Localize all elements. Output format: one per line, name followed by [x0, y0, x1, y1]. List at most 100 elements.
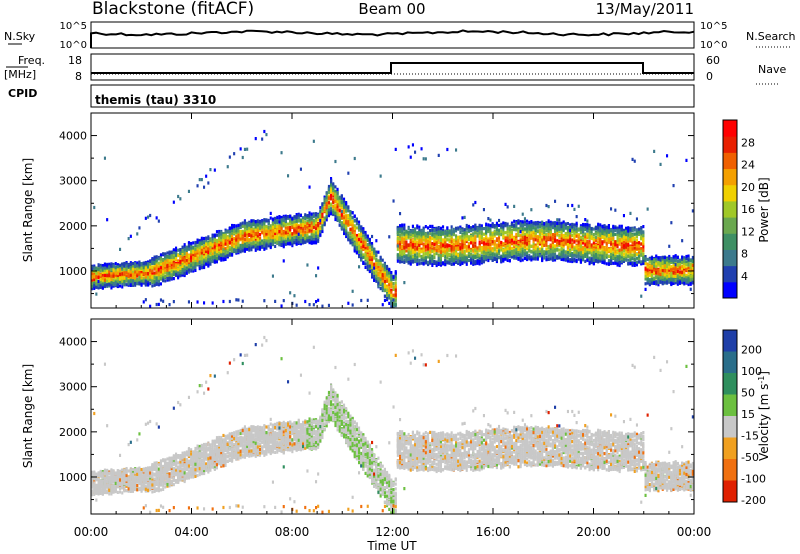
power-scatter-cell	[144, 216, 147, 220]
power-cell	[187, 247, 190, 251]
power-cell	[336, 187, 339, 191]
power-cell	[278, 242, 281, 246]
power-cell	[254, 235, 257, 239]
power-cell	[388, 283, 391, 287]
power-cell	[271, 239, 274, 243]
power-cell	[147, 272, 150, 276]
power-cell	[149, 278, 152, 282]
power-ground-cell	[317, 298, 320, 302]
power-cell	[185, 254, 188, 258]
power-cell	[233, 239, 236, 243]
power-cell	[416, 231, 419, 236]
power-cell	[274, 216, 277, 220]
power-cell	[239, 247, 242, 251]
power-cell	[315, 224, 318, 228]
power-cell	[265, 225, 268, 229]
power-cell	[190, 261, 193, 265]
power-cell	[177, 271, 180, 275]
power-cell	[284, 223, 287, 227]
power-cell	[366, 267, 369, 272]
power-cell	[207, 242, 210, 246]
power-cell	[345, 224, 348, 228]
power-cell	[282, 231, 285, 235]
power-cell	[129, 273, 132, 277]
power-cell	[187, 258, 190, 262]
power-cell	[439, 250, 442, 254]
power-cell	[207, 240, 210, 244]
power-cell	[377, 271, 380, 276]
power-cell	[409, 262, 412, 266]
power-cell	[181, 264, 184, 268]
power-ground-cell	[327, 303, 330, 307]
power-cell	[194, 268, 197, 272]
power-cell	[246, 247, 249, 251]
power-cell	[215, 249, 218, 253]
power-cell	[424, 248, 427, 252]
power-cell	[312, 230, 315, 235]
power-cell	[327, 201, 330, 205]
power-cell	[213, 233, 216, 237]
power-cell	[177, 274, 180, 278]
power-cell	[179, 250, 182, 254]
power-cell	[433, 242, 436, 247]
power-cell	[166, 251, 169, 255]
power-cell	[147, 276, 150, 280]
power-cell	[353, 242, 356, 246]
power-cell	[338, 196, 341, 201]
power-cell	[381, 267, 384, 271]
power-cell	[213, 241, 216, 245]
power-cell	[265, 246, 268, 250]
power-cell	[153, 267, 156, 271]
power-cell	[198, 246, 201, 250]
power-cell	[271, 225, 274, 229]
power-cell	[121, 277, 124, 281]
power-cell	[373, 262, 376, 266]
power-cell	[399, 224, 402, 228]
power-cell	[209, 248, 212, 252]
power-cell	[299, 234, 302, 238]
power-cell	[103, 284, 106, 288]
power-cell	[308, 241, 311, 245]
power-cell	[252, 245, 255, 249]
power-heatmap-cells	[91, 129, 694, 308]
power-cell	[116, 279, 119, 283]
power-cell	[289, 239, 292, 243]
power-ground-cell	[172, 300, 175, 304]
power-cell	[215, 253, 218, 257]
power-cell	[358, 234, 361, 238]
power-scatter-cell	[246, 147, 249, 151]
power-cell	[134, 273, 137, 277]
power-cell	[181, 251, 184, 256]
power-cell	[224, 253, 227, 257]
power-scatter-cell	[243, 147, 246, 151]
power-cell	[269, 227, 272, 231]
power-cell	[431, 245, 434, 249]
power-cell	[366, 234, 369, 238]
power-cell	[203, 240, 206, 245]
power-cell	[168, 263, 171, 267]
power-cell	[164, 271, 167, 275]
power-cell	[114, 281, 117, 285]
power-cell	[157, 273, 160, 277]
power-cell	[205, 241, 208, 245]
power-cell	[420, 232, 423, 236]
power-cell	[149, 260, 152, 264]
power-cell	[192, 256, 195, 260]
power-cell	[422, 262, 425, 266]
power-scatter-cell	[317, 266, 320, 270]
power-cell	[147, 260, 150, 264]
power-cell	[119, 276, 122, 280]
power-scatter-cell	[138, 226, 141, 230]
power-cell	[123, 262, 126, 266]
power-cell	[142, 271, 145, 276]
power-cell	[388, 267, 391, 271]
power-scatter-cell	[293, 294, 296, 298]
power-cell	[351, 219, 354, 223]
power-scatter-cell	[278, 220, 281, 224]
power-cell	[265, 243, 268, 247]
power-cell	[228, 238, 231, 242]
power-cell	[334, 195, 337, 199]
power-cell	[433, 246, 436, 250]
power-cell	[274, 220, 277, 225]
power-cell	[103, 273, 106, 277]
